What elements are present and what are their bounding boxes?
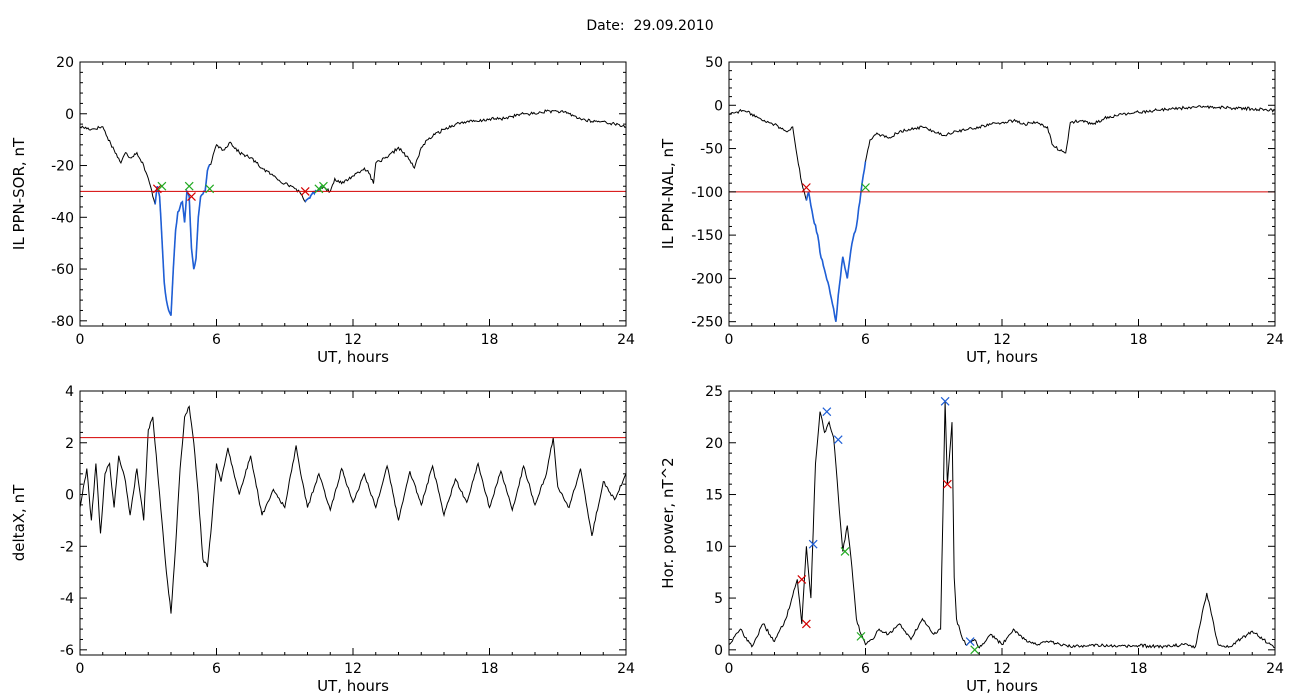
date-value: 29.09.2010 bbox=[633, 18, 714, 34]
y-axis-label: Hor. power, nT^2 bbox=[659, 457, 677, 588]
cross-marker bbox=[157, 181, 167, 191]
cross-marker bbox=[970, 645, 980, 655]
y-tick-label: 2 bbox=[65, 436, 74, 452]
chart-il-nal: 0 6 12 18 24 -250 -200 -150 -100 -50 0 50 UT, hours I… bbox=[659, 55, 1284, 366]
y-tick-label: -250 bbox=[691, 315, 723, 331]
cross-marker bbox=[205, 184, 215, 194]
cross-marker bbox=[833, 435, 843, 445]
y-tick-label: -50 bbox=[700, 142, 723, 158]
y-tick-label: 15 bbox=[705, 488, 723, 504]
y-tick-label: 20 bbox=[705, 436, 723, 452]
cross-marker bbox=[300, 186, 310, 196]
y-tick-label: 4 bbox=[65, 384, 74, 400]
cross-marker bbox=[965, 637, 975, 646]
x-tick-label: 6 bbox=[861, 661, 870, 677]
y-axis-label: IL PPN-NAL, nT bbox=[659, 138, 677, 249]
x-tick-label: 12 bbox=[993, 661, 1011, 677]
series-line bbox=[80, 405, 626, 614]
cross-marker bbox=[856, 631, 866, 641]
series-line bbox=[729, 105, 1275, 322]
x-tick-label: 24 bbox=[1266, 661, 1284, 677]
date-title: Date: 29.09.2010 bbox=[0, 18, 1300, 34]
y-tick-label: -40 bbox=[51, 210, 74, 226]
x-tick-label: 0 bbox=[725, 332, 734, 348]
plot-frame bbox=[728, 390, 1276, 656]
x-tick-label: 18 bbox=[1130, 661, 1148, 677]
x-tick-label: 6 bbox=[212, 661, 221, 677]
x-tick-label: 18 bbox=[1130, 332, 1148, 348]
y-tick-label: -200 bbox=[691, 271, 723, 287]
cross-marker bbox=[940, 396, 950, 406]
cross-marker bbox=[187, 192, 196, 202]
y-tick-label: 0 bbox=[65, 488, 74, 504]
y-tick-label: -20 bbox=[51, 159, 74, 175]
x-axis-label: UT, hours bbox=[966, 677, 1038, 695]
highlight-segment bbox=[304, 185, 322, 203]
x-tick-label: 6 bbox=[212, 332, 221, 348]
chart-hor-power: 0 6 12 18 24 0 5 10 15 20 25 UT, hours Hor. power, n… bbox=[659, 384, 1284, 695]
plot-frame bbox=[79, 61, 627, 327]
x-tick-label: 24 bbox=[617, 661, 635, 677]
x-tick-label: 18 bbox=[481, 661, 499, 677]
y-tick-label: -100 bbox=[691, 185, 723, 201]
x-tick-label: 0 bbox=[76, 332, 85, 348]
y-tick-label: 0 bbox=[714, 643, 723, 659]
cross-marker bbox=[314, 184, 324, 194]
y-tick-label: 20 bbox=[56, 55, 74, 71]
y-tick-label: 5 bbox=[714, 591, 723, 607]
cross-marker bbox=[801, 183, 811, 192]
series-line bbox=[729, 401, 1275, 649]
x-tick-label: 0 bbox=[76, 661, 85, 677]
chart-il-sor: 0 6 12 18 24 -80 -60 -40 -20 0 20 UT, hours IL PPN-S… bbox=[10, 55, 635, 366]
cross-marker bbox=[152, 184, 162, 194]
y-tick-label: 25 bbox=[705, 384, 723, 400]
cross-marker bbox=[822, 407, 832, 417]
y-tick-label: -150 bbox=[691, 228, 723, 244]
cross-marker bbox=[319, 181, 328, 191]
x-tick-label: 12 bbox=[344, 661, 362, 677]
cross-marker bbox=[801, 619, 811, 629]
y-tick-label: -2 bbox=[60, 539, 74, 555]
x-tick-label: 12 bbox=[993, 332, 1011, 348]
cross-marker bbox=[184, 181, 194, 191]
x-tick-label: 6 bbox=[861, 332, 870, 348]
date-label: Date: bbox=[586, 18, 625, 34]
y-tick-label: 0 bbox=[65, 107, 74, 123]
y-axis-label: IL PPN-SOR, nT bbox=[10, 137, 28, 250]
y-tick-label: -60 bbox=[51, 262, 74, 278]
y-tick-label: -80 bbox=[51, 314, 74, 330]
y-axis-label: deltaX, nT bbox=[10, 484, 28, 561]
y-tick-label: -4 bbox=[60, 591, 74, 607]
y-tick-label: 0 bbox=[714, 98, 723, 114]
cross-marker bbox=[797, 574, 807, 584]
cross-marker bbox=[861, 183, 870, 192]
y-tick-label: 50 bbox=[705, 55, 723, 71]
cross-marker bbox=[808, 539, 818, 549]
cross-marker bbox=[840, 547, 850, 556]
cross-marker bbox=[942, 479, 952, 489]
x-tick-label: 24 bbox=[1266, 332, 1284, 348]
highlight-segment bbox=[805, 161, 867, 322]
highlight-segment bbox=[154, 164, 211, 316]
x-axis-label: UT, hours bbox=[317, 348, 389, 366]
x-tick-label: 0 bbox=[725, 661, 734, 677]
x-tick-label: 12 bbox=[344, 332, 362, 348]
y-tick-label: -6 bbox=[60, 643, 74, 659]
series-line bbox=[80, 109, 626, 316]
y-tick-label: 10 bbox=[705, 539, 723, 555]
x-tick-label: 18 bbox=[481, 332, 499, 348]
x-axis-label: UT, hours bbox=[966, 348, 1038, 366]
x-tick-label: 24 bbox=[617, 332, 635, 348]
plot-frame bbox=[728, 61, 1276, 327]
x-axis-label: UT, hours bbox=[317, 677, 389, 695]
